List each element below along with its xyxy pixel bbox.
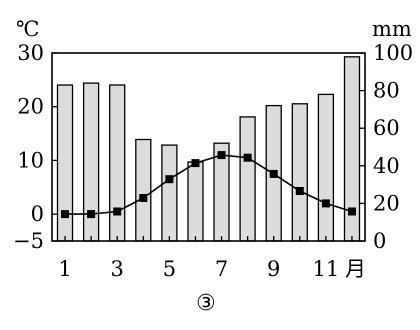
x-axis-tick-label: 3 xyxy=(111,257,124,281)
temperature-point xyxy=(87,210,96,219)
precipitation-bars xyxy=(56,56,361,242)
x-axis-tick-label: 11 xyxy=(313,257,340,281)
left-axis-unit: ℃ xyxy=(16,17,40,41)
right-axis: 100 80 60 40 20 0 xyxy=(359,41,413,253)
right-axis-tick-label: 60 xyxy=(373,116,400,140)
right-axis-tick-label: 20 xyxy=(373,191,400,215)
temperature-line xyxy=(65,154,353,215)
precipitation-bar xyxy=(135,138,152,242)
x-axis-tick-label: 9 xyxy=(267,257,280,281)
temperature-point xyxy=(113,207,122,216)
precipitation-bar xyxy=(291,103,308,242)
left-axis-tick-label: 20 xyxy=(17,95,44,119)
temperature-point xyxy=(295,187,304,195)
left-axis-tick-label: 10 xyxy=(17,148,44,172)
temperature-point xyxy=(139,194,148,202)
right-axis-tick-label: 0 xyxy=(373,229,386,253)
precipitation-bar xyxy=(317,93,335,242)
x-axis-tick-label: 1 xyxy=(58,257,71,281)
precipitation-bar xyxy=(109,84,126,242)
precipitation-bar xyxy=(239,116,256,242)
right-axis-tick-label: 100 xyxy=(373,41,413,65)
left-axis-tick-label: 30 xyxy=(17,41,44,65)
x-axis-tick-label: 7 xyxy=(215,257,228,281)
temperature-series xyxy=(61,151,356,219)
left-axis: 30 20 10 0 −5 xyxy=(13,41,58,253)
temperature-point xyxy=(191,159,200,168)
right-axis-unit: mm xyxy=(372,17,412,41)
x-axis: 1 3 5 7 9 11 xyxy=(58,236,353,281)
precipitation-bar xyxy=(187,161,204,242)
right-axis-tick-label: 40 xyxy=(373,154,400,178)
temperature-point xyxy=(269,169,278,178)
temperature-point xyxy=(217,151,226,160)
figure-label: ③ xyxy=(196,291,216,316)
temperature-point xyxy=(348,207,356,216)
left-axis-tick-label: −5 xyxy=(13,229,44,253)
temperature-point xyxy=(61,210,69,219)
right-axis-tick-label: 80 xyxy=(373,79,400,103)
temperature-point xyxy=(165,175,174,184)
x-axis-unit: 月 xyxy=(345,257,366,281)
temperature-point xyxy=(321,199,330,208)
precipitation-bar xyxy=(161,144,178,242)
temperature-point xyxy=(243,153,252,162)
plot-frame xyxy=(51,52,366,242)
x-axis-tick-label: 5 xyxy=(163,257,176,281)
left-axis-tick-label: 0 xyxy=(31,202,44,226)
